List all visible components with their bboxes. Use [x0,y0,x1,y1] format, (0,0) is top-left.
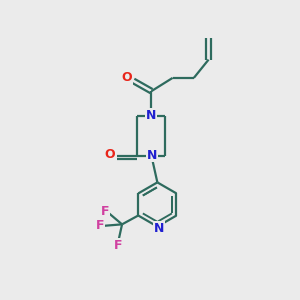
Text: O: O [104,148,115,161]
Text: F: F [95,219,104,232]
Text: N: N [154,221,164,235]
Text: O: O [122,71,132,84]
Text: F: F [114,239,123,252]
Text: O: O [122,71,133,84]
Text: O: O [106,148,116,161]
Text: F: F [101,206,110,218]
Text: N: N [146,109,156,122]
Text: N: N [147,149,157,162]
